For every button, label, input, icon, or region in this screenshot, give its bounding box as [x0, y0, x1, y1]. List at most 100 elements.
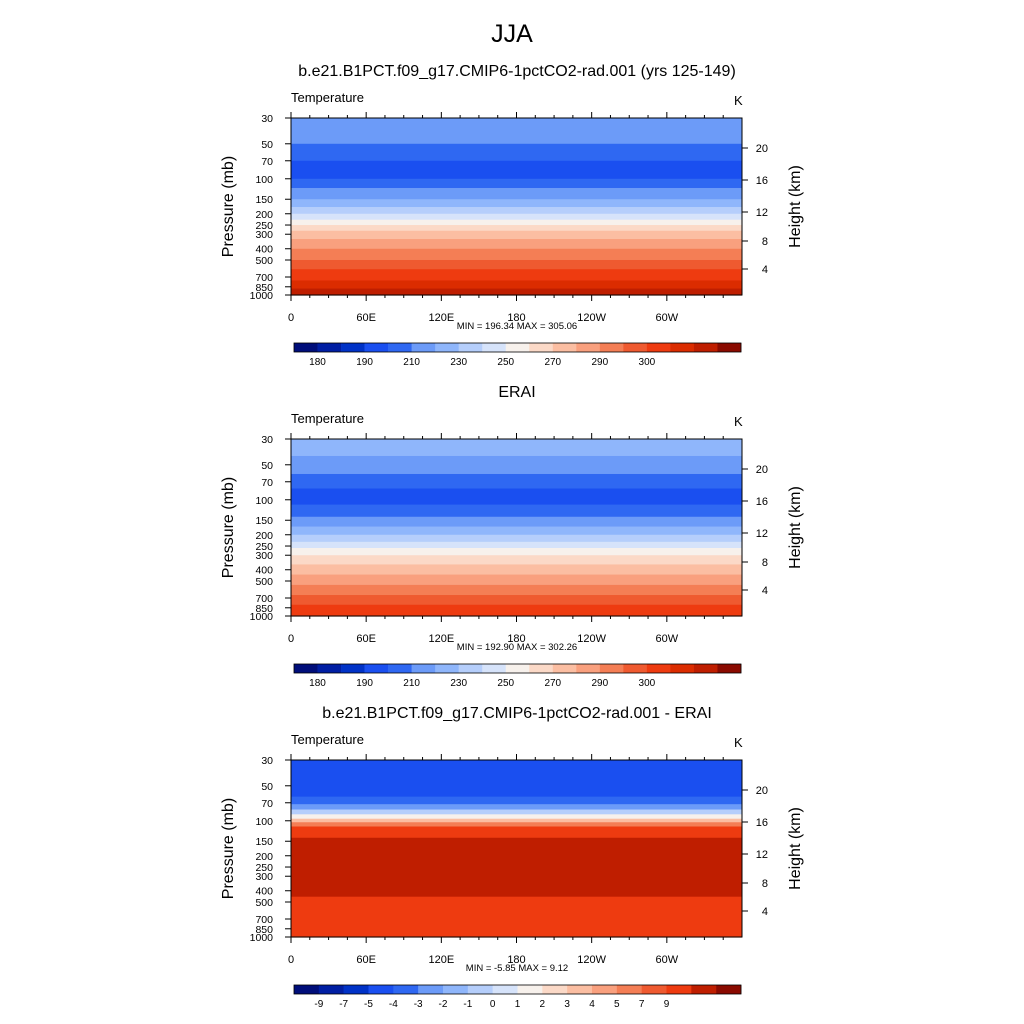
chart-1-colorbar-box-14 — [599, 343, 624, 352]
chart-2-colorbar-label-300: 300 — [639, 678, 656, 689]
chart-3-colorbar-label-5: 5 — [614, 999, 620, 1010]
chart-2-band-12 — [291, 564, 742, 576]
chart-1-colorbar-box-16 — [646, 343, 671, 352]
chart-2-min-max: MIN = 192.90 MAX = 302.26 — [456, 642, 578, 653]
chart-3-ytick-label-400: 400 — [255, 886, 273, 898]
chart-2-y2label: Height (km) — [787, 486, 804, 569]
chart-1-colorbar-box-3 — [341, 343, 365, 352]
chart-1-colorbar-box-5 — [388, 343, 412, 352]
chart-2-ylabel: Pressure (mb) — [220, 477, 237, 578]
chart-3-colorbar-box-13 — [592, 985, 618, 994]
chart-1-units-label: K — [734, 93, 743, 108]
chart-2-units-label: K — [734, 414, 743, 429]
chart-3-colorbar-box-14 — [616, 985, 642, 994]
chart-3-min-max: MIN = -5.85 MAX = 9.12 — [465, 963, 569, 974]
chart-2-y2tick-label-12: 12 — [756, 528, 768, 540]
chart-2-colorbar-box-19 — [717, 664, 742, 673]
chart-2-ytick-label-50: 50 — [261, 460, 273, 472]
chart-2-ytick-label-400: 400 — [255, 565, 273, 577]
chart-3-colorbar-box-6 — [418, 985, 444, 994]
chart-2-ytick-label-500: 500 — [255, 576, 273, 588]
chart-3-band-4 — [291, 809, 742, 815]
chart-3-variable-label: Temperature — [291, 732, 364, 747]
chart-2-colorbar-box-6 — [411, 664, 436, 673]
chart-2-ytick-label-200: 200 — [255, 530, 273, 542]
chart-1-band-11 — [291, 230, 742, 240]
chart-3-colorbar-label--2: -2 — [439, 999, 448, 1010]
chart-1-y2tick-label-12: 12 — [756, 207, 768, 219]
chart-3-ytick-label-250: 250 — [255, 862, 273, 874]
chart-2-colorbar-box-11 — [529, 664, 554, 673]
chart-3-band-10 — [291, 896, 742, 938]
chart-2-ytick-label-100: 100 — [255, 495, 273, 507]
chart-1-variable-label: Temperature — [291, 90, 364, 105]
chart-3-colorbar-box-2 — [318, 985, 344, 994]
chart-2-colorbar-frame — [293, 663, 742, 674]
chart-3-band-9 — [291, 837, 742, 898]
chart-1-ytick-label-850: 850 — [255, 282, 273, 294]
chart-1-band-4 — [291, 178, 742, 189]
chart-3-colorbar-label-0: 0 — [490, 999, 496, 1010]
chart-3-band-2 — [291, 796, 742, 805]
chart-1-band-9 — [291, 219, 742, 226]
chart-1-band-8 — [291, 213, 742, 221]
chart-2-colorbar-box-13 — [576, 664, 601, 673]
chart-3-colorbar-label-7: 7 — [639, 999, 645, 1010]
chart-3-colorbar-box-9 — [492, 985, 518, 994]
chart-3-colorbar-box-5 — [393, 985, 419, 994]
chart-1-band-1 — [291, 118, 742, 145]
chart-2-band-8 — [291, 534, 742, 543]
chart-1-colorbar-box-2 — [317, 343, 342, 352]
chart-1-band-6 — [291, 199, 742, 208]
chart-1-ytick-label-400: 400 — [255, 244, 273, 256]
chart-2-band-6 — [291, 516, 742, 528]
chart-2-y2tick-label-16: 16 — [756, 496, 768, 508]
chart-3-y2tick-label-12: 12 — [756, 849, 768, 861]
chart-3-band-1 — [291, 760, 742, 798]
chart-1-colorbar-box-6 — [411, 343, 436, 352]
chart-1-colorbar-label-210: 210 — [403, 357, 420, 368]
chart-1-colorbar-label-230: 230 — [450, 357, 467, 368]
chart-3-colorbar-box-7 — [443, 985, 469, 994]
chart-2-colorbar-box-1 — [294, 664, 318, 673]
chart-1-colorbar-label-180: 180 — [309, 357, 326, 368]
chart-2-band-4 — [291, 488, 742, 506]
chart-2-y2tick-label-20: 20 — [756, 464, 768, 476]
chart-2-ytick-label-850: 850 — [255, 603, 273, 615]
chart-2-band-3 — [291, 473, 742, 490]
chart-1-y2label: Height (km) — [787, 165, 804, 248]
chart-3-colorbar-box-17 — [691, 985, 717, 994]
chart-2-colorbar-box-10 — [505, 664, 530, 673]
chart-3-colorbar-box-1 — [294, 985, 320, 994]
chart-2-ytick-label-300: 300 — [255, 550, 273, 562]
chart-1-ytick-label-70: 70 — [261, 156, 273, 168]
chart-1-colorbar-box-12 — [552, 343, 577, 352]
chart-3-colorbar-box-12 — [567, 985, 593, 994]
chart-3-band-8 — [291, 826, 742, 839]
chart-2-colorbar-box-7 — [435, 664, 459, 673]
chart-1-ytick-label-500: 500 — [255, 255, 273, 267]
chart-2-colorbar-label-180: 180 — [309, 678, 326, 689]
chart-2-colorbar-box-3 — [341, 664, 365, 673]
chart-2-variable-label: Temperature — [291, 411, 364, 426]
chart-3-band-3 — [291, 804, 742, 811]
chart-2-colorbar-label-250: 250 — [497, 678, 514, 689]
chart-3-colorbar-box-15 — [641, 985, 667, 994]
chart-2-colorbar-label-290: 290 — [591, 678, 608, 689]
chart-3-y2tick-label-8: 8 — [762, 878, 768, 890]
chart-1-ytick-label-250: 250 — [255, 220, 273, 232]
chart-1-band-17 — [291, 288, 742, 296]
chart-3-ytick-label-850: 850 — [255, 924, 273, 936]
chart-1-colorbar-box-17 — [670, 343, 695, 352]
chart-3-ytick-label-700: 700 — [255, 914, 273, 926]
chart-2-ytick-label-30: 30 — [261, 434, 273, 446]
chart-1-y2tick-label-8: 8 — [762, 236, 768, 248]
chart-3-colorbar-label--9: -9 — [314, 999, 323, 1010]
chart-2-colorbar-box-16 — [646, 664, 671, 673]
chart-1-y2tick-label-20: 20 — [756, 143, 768, 155]
chart-2-band-14 — [291, 584, 742, 596]
chart-1-colorbar-label-290: 290 — [591, 357, 608, 368]
chart-3-colorbar-box-10 — [517, 985, 543, 994]
chart-3-ytick-label-200: 200 — [255, 851, 273, 863]
